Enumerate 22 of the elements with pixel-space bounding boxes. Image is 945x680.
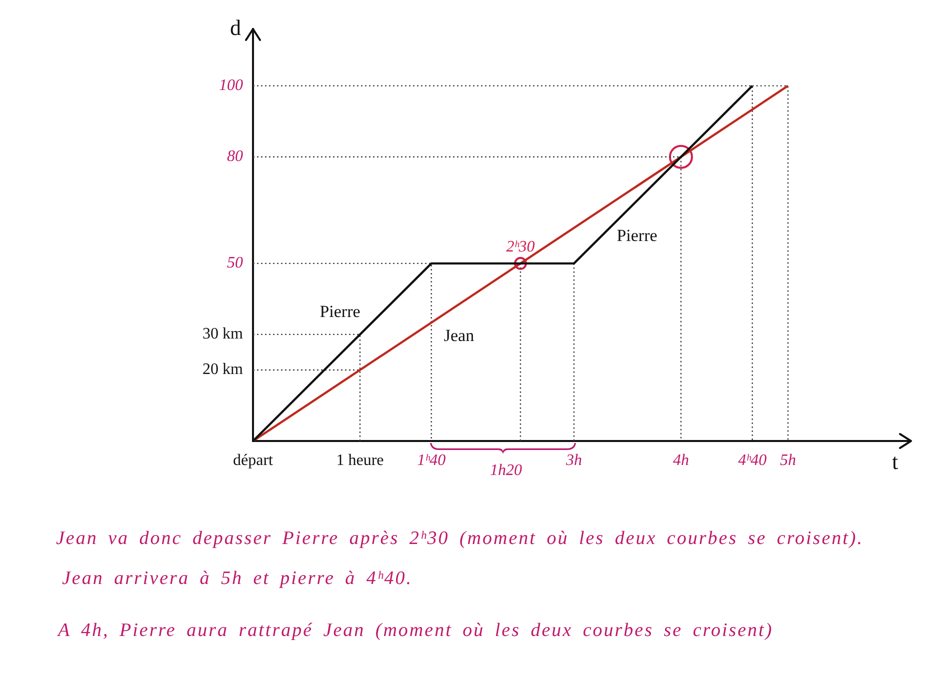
y-axis-title: d <box>230 14 241 40</box>
x-tick-label: 1ʰ40 <box>417 452 446 469</box>
x-tick-label: 1 heure <box>336 452 384 469</box>
text: 1h20 <box>490 462 522 480</box>
y-tick-label: 30 km <box>202 326 244 343</box>
y-tick-label: 100 <box>219 77 243 94</box>
x-axis-title: t <box>892 448 898 474</box>
y-tick-label: 80 <box>227 148 243 166</box>
text: Jean arrivera à 5h et pierre à 4ʰ40. <box>62 568 413 590</box>
annotation: Jean <box>444 326 474 346</box>
annotation: 2ʰ30 <box>506 238 535 256</box>
y-tick-label: 20 km <box>202 361 244 378</box>
annotation: Pierre <box>616 226 658 246</box>
x-tick-label: 5h <box>780 452 796 469</box>
y-tick-label: 50 <box>227 254 243 272</box>
x-tick-label: 4h <box>672 452 689 469</box>
x-tick-label: départ <box>233 452 274 469</box>
text: Jean va donc depasser Pierre après 2ʰ30 (moment où les deux courbes se croisent). <box>56 528 864 550</box>
x-tick-label: 4ʰ40 <box>738 452 767 469</box>
x-tick-label: 3h <box>564 452 582 469</box>
annotation: Pierre <box>320 302 360 322</box>
text: A 4h, Pierre aura rattrapé Jean (moment où les deux courbes se croisent) <box>58 620 774 642</box>
